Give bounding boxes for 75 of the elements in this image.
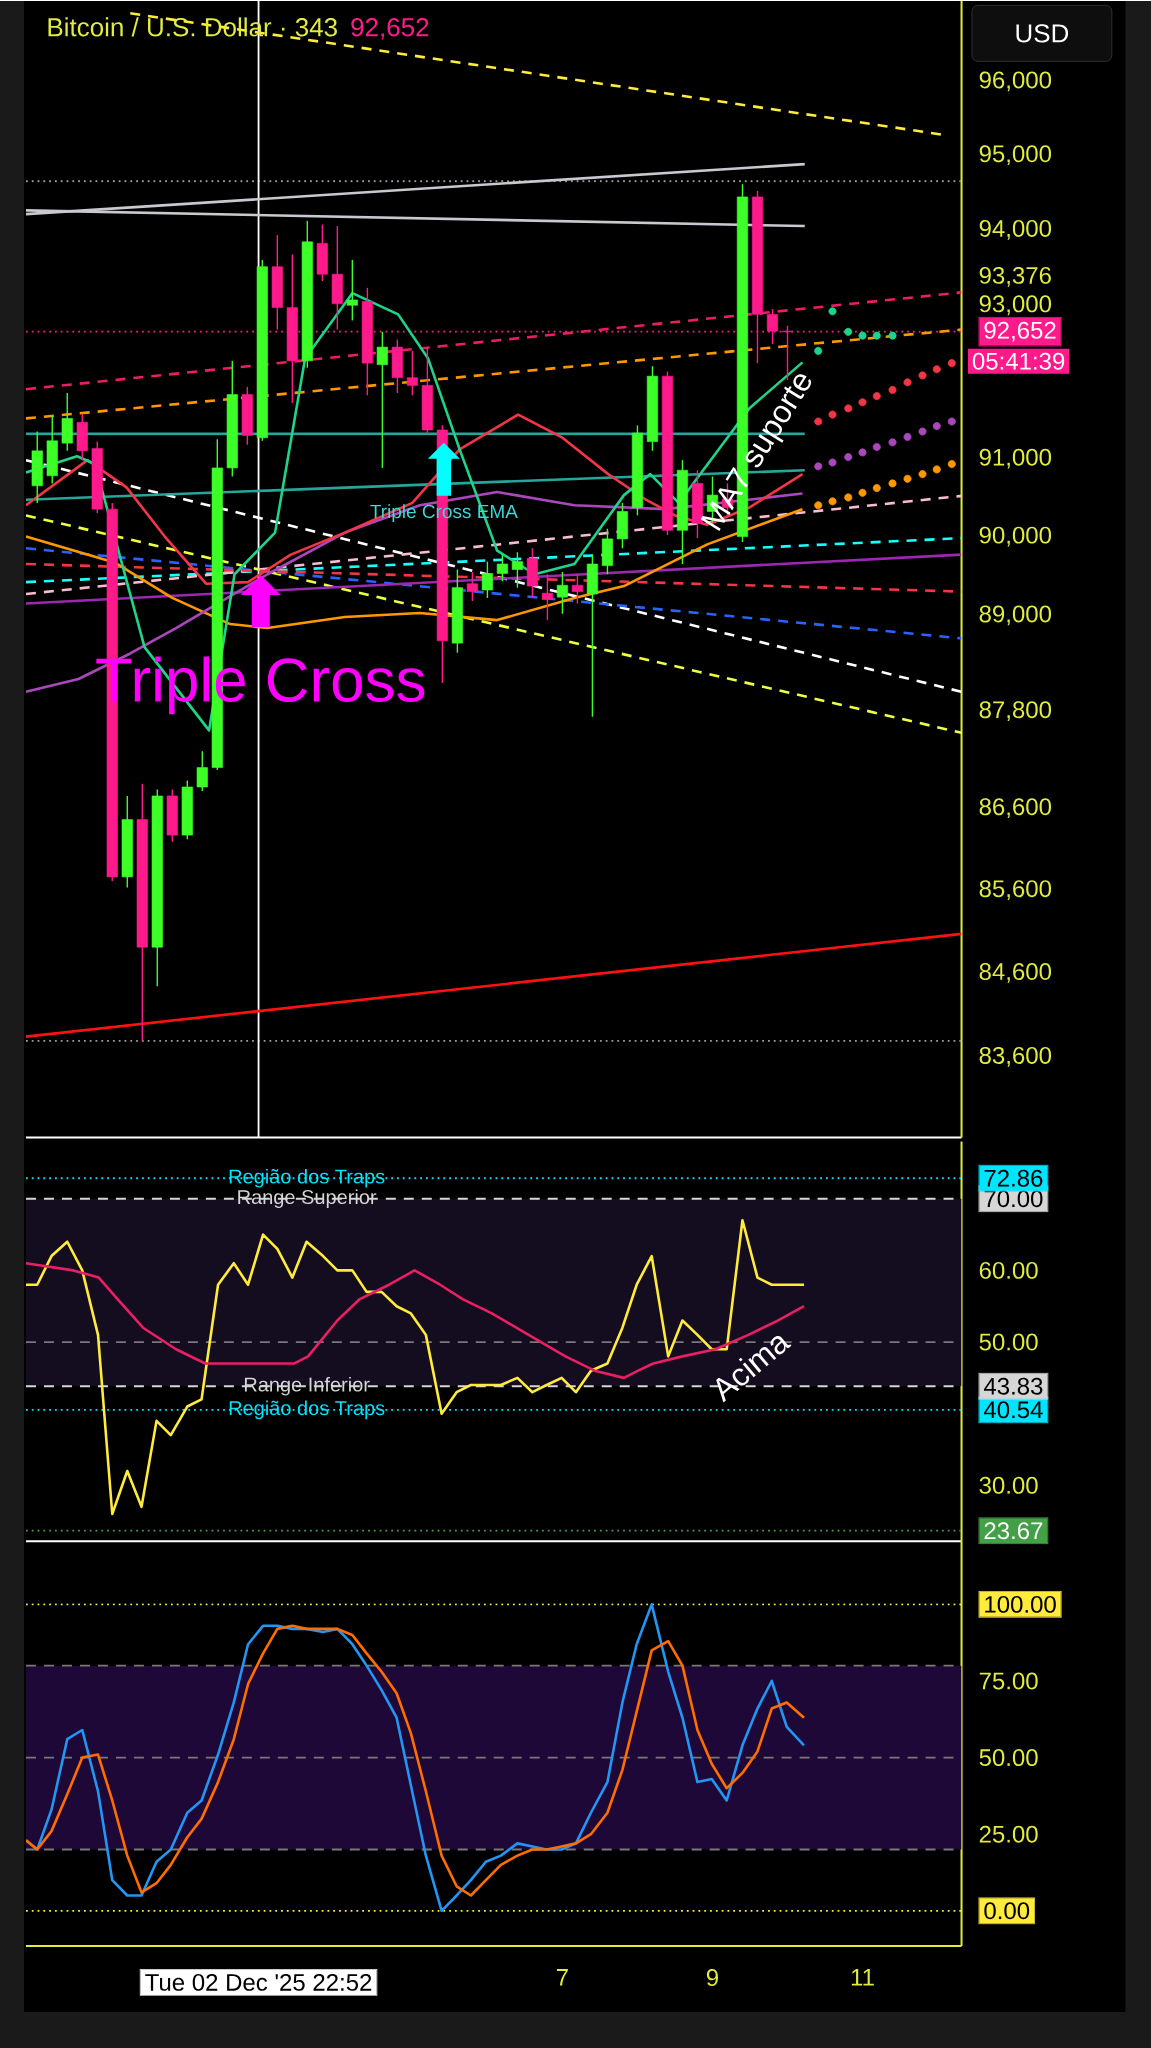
point (844, 327, 853, 336)
y-tick-label: 85,600 (979, 880, 1051, 900)
y-tick-label: 75.00 (979, 1672, 1038, 1690)
candlestick (481, 560, 493, 599)
point (828, 307, 837, 316)
candlestick (406, 350, 418, 397)
point (828, 410, 837, 419)
candlestick (466, 571, 478, 602)
y-tick-label: 95,000 (979, 145, 1051, 166)
text: 05:41:39 (972, 352, 1064, 370)
y-tick-label: 87,800 (979, 701, 1051, 721)
ref-line-label: Range Superior (238, 1189, 377, 1209)
y-tick-label: 86,600 (979, 798, 1051, 819)
y-tick-label: 83,600 (979, 1046, 1051, 1067)
y-tick-label: 93,376 (979, 266, 1051, 287)
point (918, 470, 927, 479)
point (918, 427, 927, 436)
text: USD (1016, 24, 1068, 43)
point (888, 438, 897, 447)
point (844, 453, 853, 462)
candlestick (541, 573, 553, 621)
point (947, 359, 956, 368)
y-tick-label: 25.00 (979, 1825, 1038, 1843)
point (814, 346, 823, 355)
point (932, 465, 941, 474)
point (814, 462, 823, 471)
ref-line-label: Região dos Traps (229, 1168, 385, 1188)
point (932, 365, 941, 374)
text: 92,652 (351, 18, 429, 40)
y-tick-label: 93,000 (979, 295, 1051, 316)
ref-line-label: Região dos Traps (229, 1400, 385, 1420)
y-tick-label: 96,000 (979, 71, 1051, 92)
candlestick (196, 750, 208, 792)
y-tick-label: 50.00 (979, 1749, 1038, 1767)
point (888, 479, 897, 488)
x-tick-label: 11 (851, 1969, 874, 1986)
point (844, 493, 853, 502)
point (872, 484, 881, 493)
point (903, 474, 912, 483)
point (888, 331, 897, 340)
candlestick (346, 259, 358, 322)
point (844, 404, 853, 413)
point (903, 432, 912, 441)
candlestick (496, 553, 508, 583)
point (903, 378, 912, 387)
y-tick-label: 90,000 (979, 526, 1051, 547)
point (814, 417, 823, 426)
y-tick-label: 50.00 (979, 1333, 1038, 1351)
point (828, 497, 837, 506)
point (947, 460, 956, 469)
candlestick (571, 573, 583, 605)
point (828, 458, 837, 467)
y-tick-label: 84,600 (979, 963, 1051, 983)
point (858, 398, 867, 407)
point (872, 392, 881, 401)
y-tick-label: 60.00 (979, 1261, 1038, 1279)
candlestick (376, 331, 388, 469)
y-tick-label: 89,000 (979, 605, 1051, 626)
point (858, 331, 867, 340)
candlestick (556, 571, 568, 615)
point (858, 448, 867, 457)
point (814, 501, 823, 510)
x-tick-label: 7 (556, 1969, 568, 1986)
y-tick-label: 94,000 (979, 219, 1051, 240)
point (918, 371, 927, 380)
x-tick-label: 9 (706, 1969, 718, 1987)
point (888, 385, 897, 394)
point (872, 442, 881, 451)
y-tick-label: 30.00 (979, 1476, 1038, 1494)
point (858, 488, 867, 497)
point (947, 417, 956, 426)
point (872, 331, 881, 340)
point (932, 422, 941, 431)
candlestick (511, 551, 523, 589)
y-tick-label: 91,000 (979, 448, 1051, 469)
